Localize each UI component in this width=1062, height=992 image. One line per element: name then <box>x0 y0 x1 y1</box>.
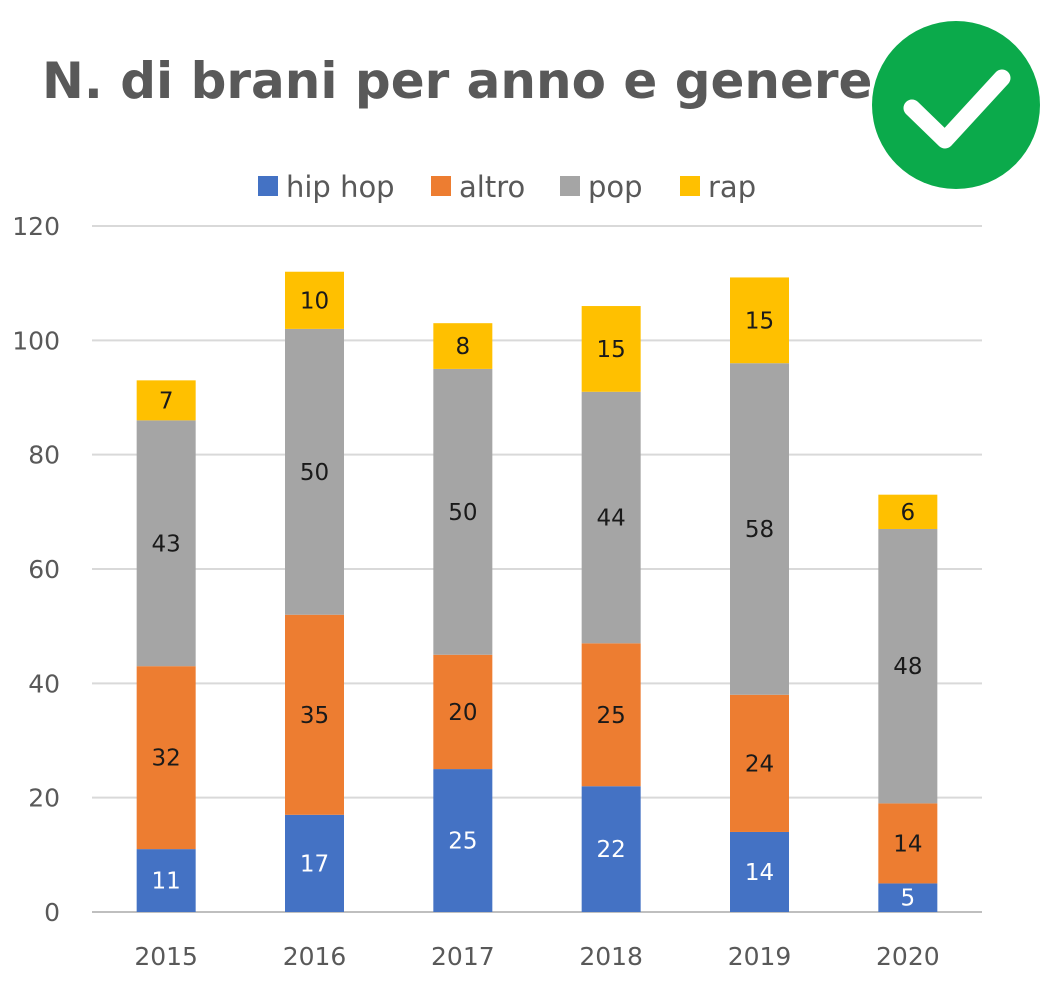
y-tick-label: 20 <box>28 784 60 813</box>
data-label: 24 <box>745 751 774 777</box>
data-label: 58 <box>745 517 774 543</box>
x-axis: 2015 2016 2017 2018 2019 2020 <box>134 942 939 971</box>
data-label: 11 <box>152 869 181 895</box>
data-label: 15 <box>745 308 774 334</box>
data-label: 14 <box>893 831 922 857</box>
y-tick-label: 80 <box>28 441 60 470</box>
bars: 11 32 43 7 17 35 50 10 25 20 50 8 22 25 44 15 14 24 58 15 5 1… <box>136 271 938 912</box>
gridlines <box>92 225 982 913</box>
data-label: 35 <box>300 703 329 729</box>
chart-title: N. di brani per anno e genere <box>42 52 872 110</box>
bar-segment <box>433 323 493 369</box>
bar-segment <box>285 814 344 912</box>
bar-segment <box>581 643 641 787</box>
data-label: 50 <box>448 500 477 526</box>
legend-swatch <box>258 176 278 196</box>
y-tick-label: 0 <box>44 898 60 927</box>
x-tick-label: 2018 <box>579 942 643 971</box>
bar-segment <box>285 614 344 815</box>
data-label: 14 <box>745 860 774 886</box>
checkmark-badge <box>872 21 1040 189</box>
legend-label: hip hop <box>286 170 395 204</box>
bar-segment <box>878 528 938 804</box>
bar-segment <box>878 494 938 529</box>
legend-swatch <box>680 176 700 196</box>
x-tick-label: 2015 <box>134 942 198 971</box>
data-label: 50 <box>300 460 329 486</box>
bar-segment <box>878 803 938 884</box>
legend-swatch <box>560 176 580 196</box>
bar-segment <box>433 368 493 655</box>
y-tick-label: 60 <box>28 555 60 584</box>
data-label: 17 <box>300 851 329 877</box>
x-tick-label: 2019 <box>728 942 792 971</box>
bar-segment <box>285 271 344 329</box>
legend-swatch <box>431 176 451 196</box>
bar-segment <box>136 666 196 850</box>
bar-segment <box>285 328 344 615</box>
x-tick-label: 2020 <box>876 942 940 971</box>
bar-segment <box>581 391 641 644</box>
bar-segment <box>136 420 196 667</box>
data-label: 32 <box>152 746 181 772</box>
data-label: 43 <box>152 531 181 557</box>
x-tick-label: 2016 <box>283 942 347 971</box>
data-label: 7 <box>159 388 174 414</box>
bar-segment <box>730 363 789 695</box>
data-label: 25 <box>597 703 626 729</box>
legend-label: altro <box>459 170 525 204</box>
bar-segment <box>730 694 789 832</box>
y-tick-label: 100 <box>12 326 60 355</box>
bar-segment <box>581 306 641 392</box>
data-label: 10 <box>300 288 329 314</box>
data-label: 8 <box>456 334 471 360</box>
badge-circle <box>872 21 1040 189</box>
data-label: 20 <box>448 700 477 726</box>
bar-segment <box>136 849 196 912</box>
data-label: 5 <box>901 886 916 912</box>
legend-label: rap <box>708 170 756 204</box>
data-label: 15 <box>597 337 626 363</box>
data-label: 44 <box>597 506 626 532</box>
checkmark-icon <box>903 69 1011 149</box>
legend-label: pop <box>588 170 643 204</box>
bar-segment <box>433 769 493 912</box>
y-tick-label: 40 <box>28 669 60 698</box>
y-tick-label: 120 <box>12 212 60 241</box>
data-label: 22 <box>597 837 626 863</box>
bar-segment <box>136 380 196 421</box>
bar-segment <box>878 883 938 912</box>
bar-segment <box>730 831 789 912</box>
legend: hip hop altro pop rap <box>258 170 756 204</box>
x-tick-label: 2017 <box>431 942 495 971</box>
bar-segment <box>433 654 493 770</box>
bar-segment <box>581 786 641 912</box>
bar-segment <box>730 277 789 364</box>
data-label: 25 <box>448 829 477 855</box>
data-label: 6 <box>901 500 916 526</box>
y-axis: 0 20 40 60 80 100 120 <box>12 212 60 927</box>
data-label: 48 <box>893 654 922 680</box>
